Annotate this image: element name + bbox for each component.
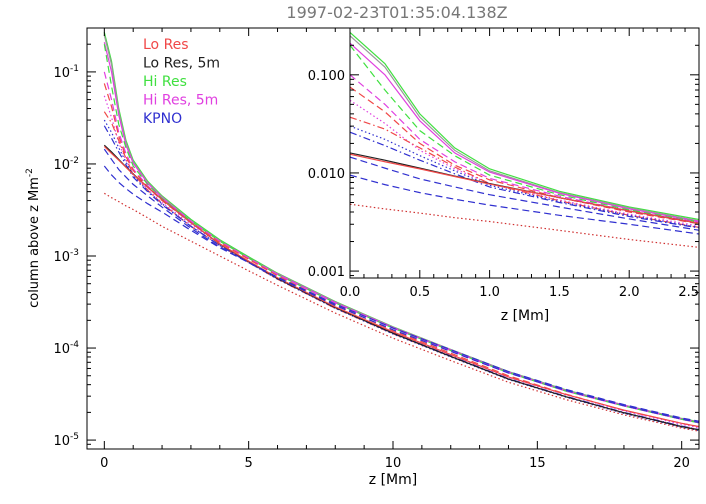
legend-entry: Lo Res, 5m — [143, 56, 220, 72]
main-y-tick-exponent: -3 — [70, 248, 79, 258]
inset-series-line-2 — [350, 42, 699, 222]
legend-entry: Hi Res, 5m — [143, 93, 218, 109]
main-x-tick-label: 5 — [245, 456, 253, 471]
main-y-tick-label: 10-1 — [53, 64, 79, 81]
main-y-tick-exponent: -2 — [70, 156, 79, 166]
main-y-tick-base: 10 — [53, 250, 70, 265]
main-y-tick-base: 10 — [53, 158, 70, 173]
inset-x-axis-label: z [Mm] — [501, 308, 549, 324]
main-series-line-12 — [103, 148, 699, 424]
inset-y-tick-label: 0.100 — [308, 69, 345, 84]
inset-series-line-6 — [350, 99, 699, 227]
main-y-tick-exponent: -1 — [70, 64, 79, 74]
inset-series-line-0 — [350, 32, 699, 221]
main-series-line-9 — [103, 125, 699, 431]
inset-y-ticks: 0.001 0.010 0.100 — [308, 44, 699, 280]
inset-background — [350, 28, 699, 278]
inset-x-tick-label: 2.0 — [619, 285, 640, 300]
main-series-line-11 — [103, 146, 699, 428]
main-y-tick-base: 10 — [53, 66, 70, 81]
main-x-tick-label: 20 — [673, 456, 690, 471]
main-x-tick-label: 15 — [529, 456, 546, 471]
main-y-tick-label: 10-4 — [53, 340, 79, 357]
inset-series-line-9 — [350, 131, 699, 229]
inset-x-tick-label: 2.5 — [678, 285, 699, 300]
inset-x-tick-label: 1.5 — [549, 285, 570, 300]
main-x-tick-label: 10 — [385, 456, 402, 471]
legend-entry: KPNO — [143, 111, 182, 127]
inset-plot-panel: 0.0 0.5 1.0 1.5 2.0 2.5 0.001 0.010 0.100 z [Mm… — [308, 27, 700, 324]
main-y-axis-label-text: column above z Mm — [27, 177, 42, 308]
legend-entry: Lo Res — [143, 37, 189, 53]
main-series-group — [103, 32, 699, 432]
main-x-axis-label: z [Mm] — [369, 472, 417, 488]
inset-y-tick-label: 0.001 — [308, 265, 345, 280]
legend-entry: Hi Res — [143, 74, 187, 90]
main-series-line-4 — [103, 71, 699, 424]
main-y-axis-label: column above z Mm-2 — [25, 168, 42, 308]
inset-series-group — [350, 32, 699, 248]
main-y-tick-base: 10 — [53, 434, 70, 449]
main-x-tick-label: 0 — [100, 456, 108, 471]
chart-title: 1997-02-23T01:35:04.138Z — [286, 3, 507, 22]
main-y-axis-label-exponent: -2 — [25, 168, 35, 177]
inset-series-line-1 — [350, 35, 699, 222]
inset-x-ticks: 0.0 0.5 1.0 1.5 2.0 2.5 — [340, 28, 700, 300]
inset-x-tick-label: 0.5 — [409, 285, 430, 300]
main-y-tick-exponent: -4 — [70, 340, 79, 350]
main-y-tick-base: 10 — [53, 342, 70, 357]
inset-series-line-4 — [350, 74, 699, 223]
inset-series-line-7 — [350, 116, 699, 228]
main-y-tick-label: 10-2 — [53, 156, 79, 173]
main-series-line-14 — [104, 192, 699, 432]
main-y-tick-label: 10-5 — [53, 432, 79, 449]
inset-plot-frame — [349, 27, 700, 279]
inset-x-tick-label: 1.0 — [479, 285, 500, 300]
main-y-tick-exponent: -5 — [70, 432, 79, 442]
main-series-line-13 — [103, 165, 699, 422]
inset-x-tick-label: 0.0 — [340, 285, 361, 300]
main-y-tick-label: 10-3 — [53, 248, 79, 265]
legend: Lo Res Lo Res, 5m Hi Res Hi Res, 5m KPNO — [143, 37, 220, 127]
inset-y-tick-label: 0.010 — [308, 167, 345, 182]
inset-series-line-11 — [350, 153, 699, 224]
